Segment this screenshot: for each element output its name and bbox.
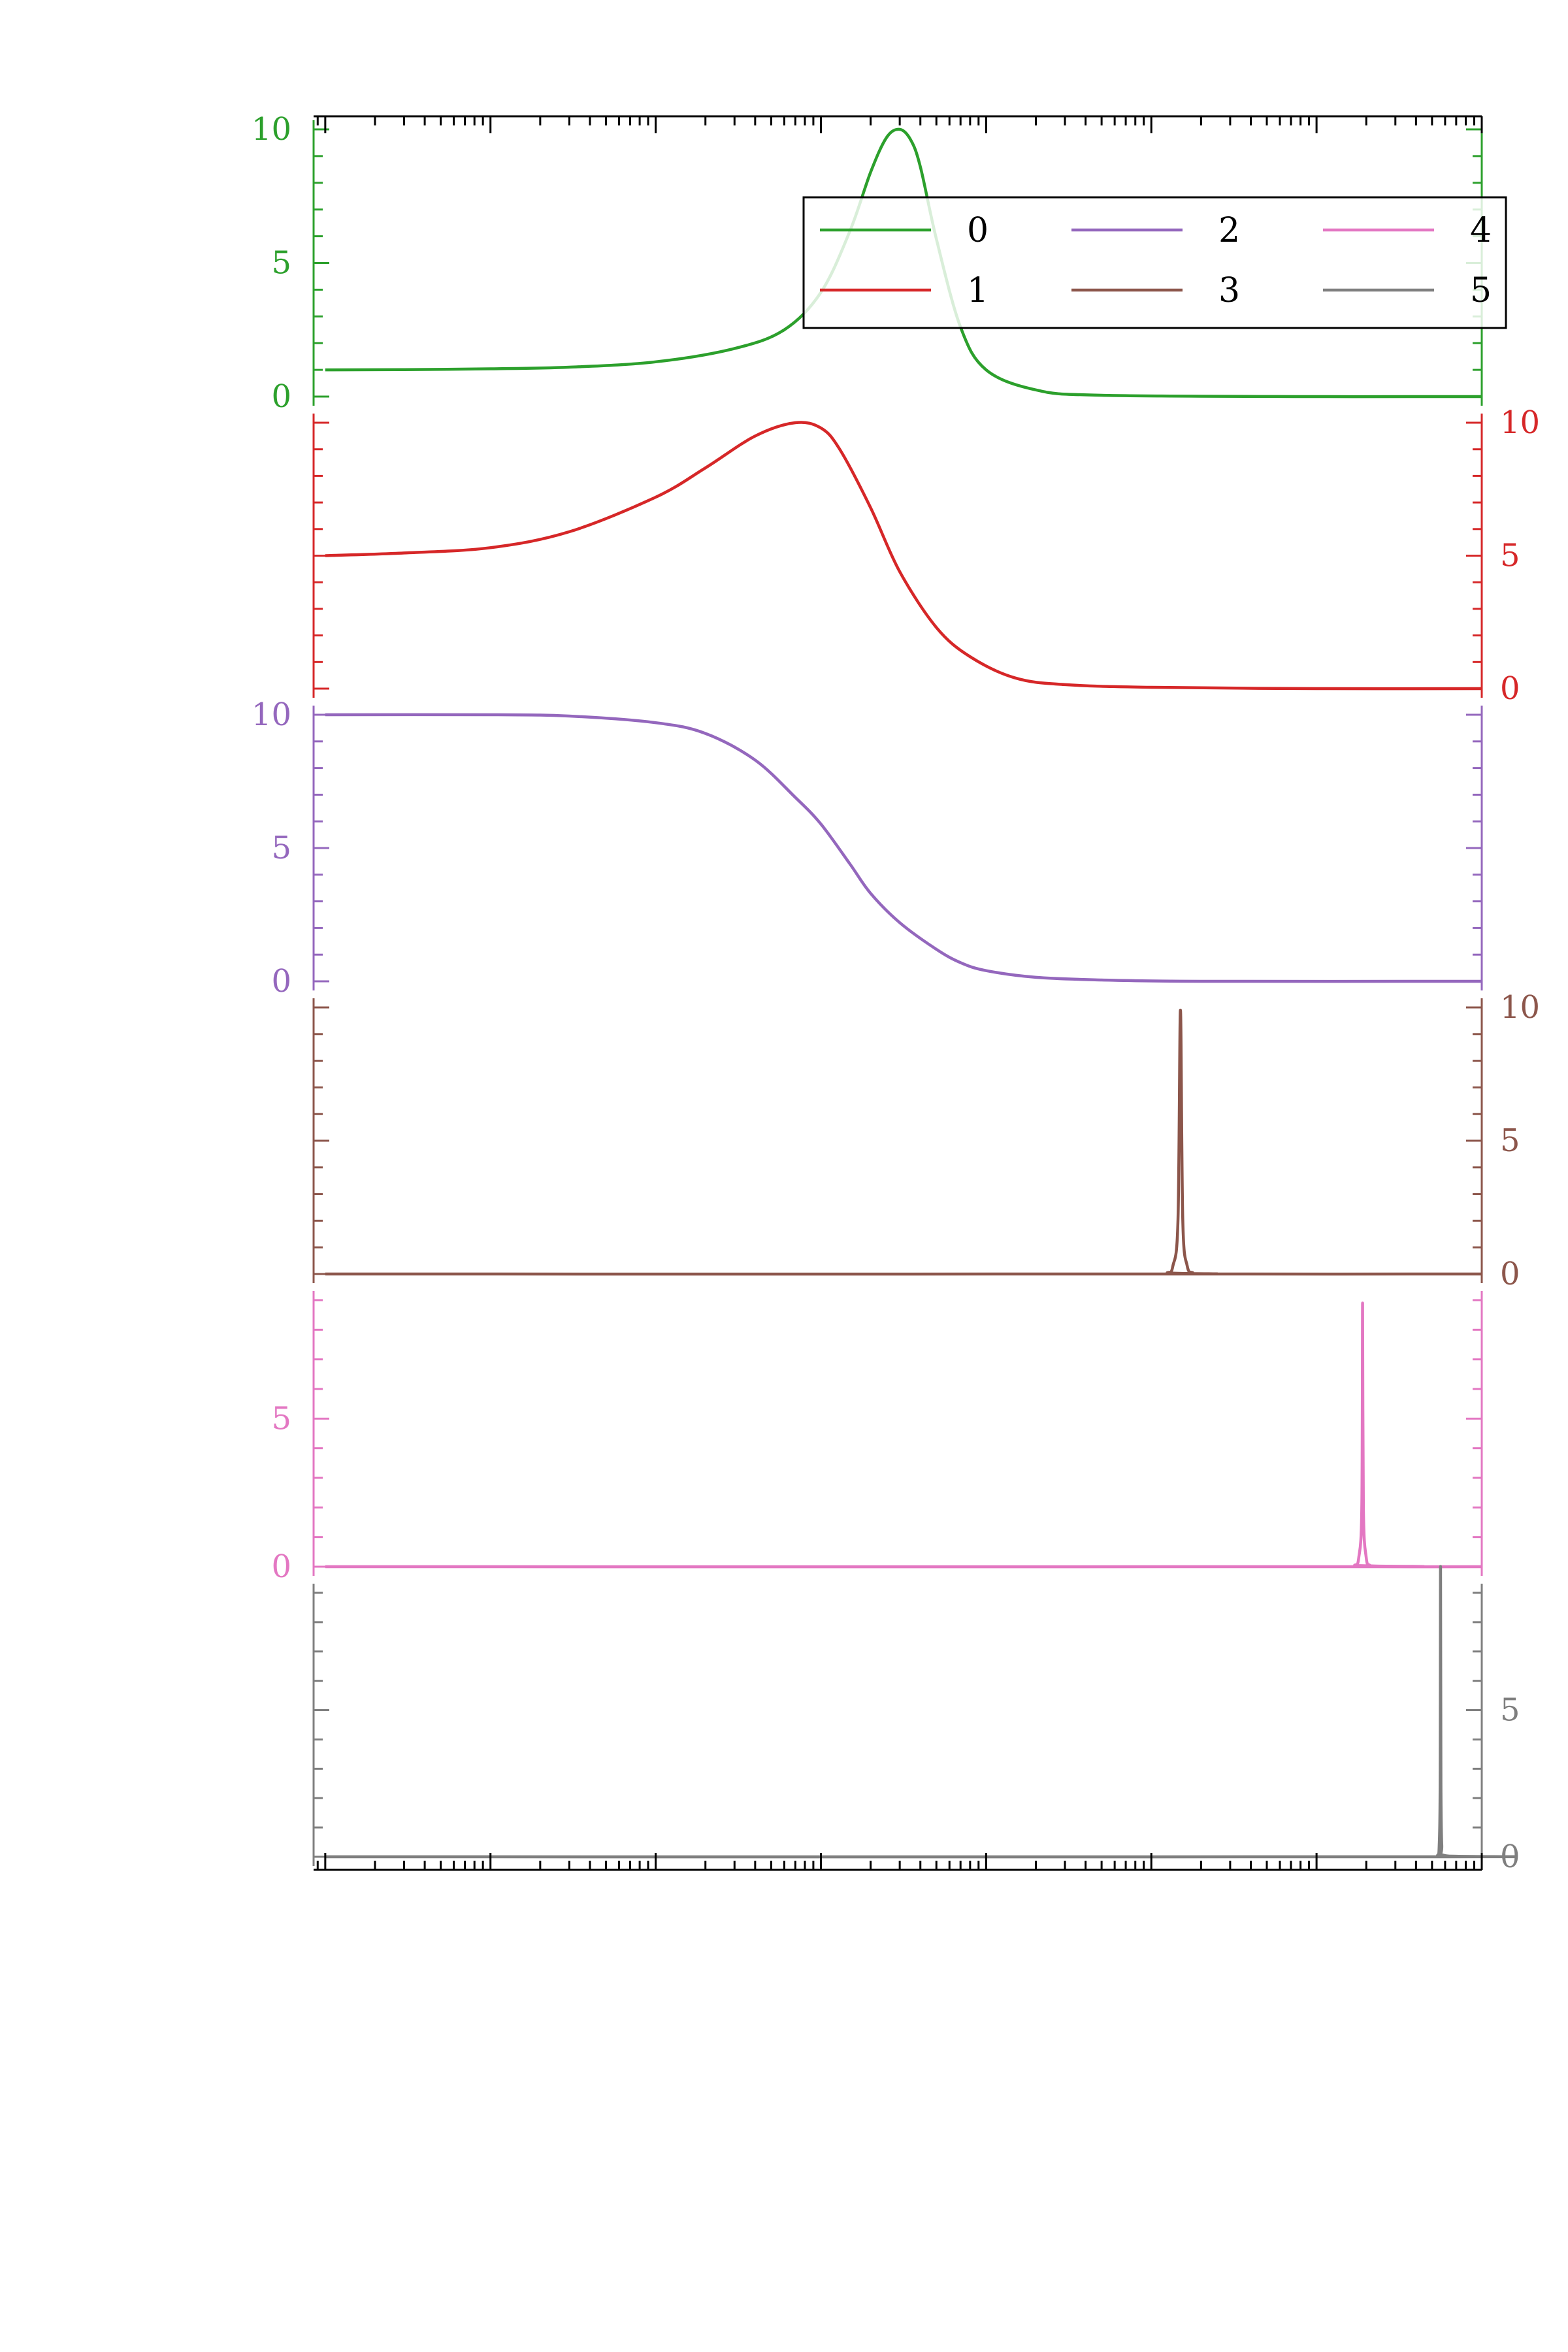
series-line-3 — [325, 1008, 1482, 1276]
legend-label-3: 3 — [1218, 271, 1240, 310]
legend-label-1: 1 — [967, 271, 988, 310]
legend-label-2: 2 — [1218, 211, 1240, 250]
panel-1: 0 5 10 — [312, 404, 1540, 707]
legend-box — [802, 196, 1507, 329]
y-tick-label-3-5: 5 — [1500, 1122, 1520, 1159]
series-line-5 — [325, 1565, 1518, 1859]
series-line-1 — [325, 421, 1482, 691]
panel-2: 0 5 10 — [252, 696, 1483, 1000]
y-tick-label-4-5: 5 — [271, 1400, 291, 1437]
panel-3: 0 5 10 — [312, 989, 1540, 1292]
y-tick-label-2-0: 0 — [271, 963, 291, 1000]
series-line-4 — [325, 1301, 1482, 1569]
y-tick-label-4-0: 0 — [271, 1548, 291, 1585]
series-line-2 — [325, 713, 1482, 983]
y-tick-label-0-10: 10 — [252, 111, 291, 148]
series-line-0 — [325, 127, 1482, 399]
frame-layer — [314, 115, 1483, 1871]
y-tick-label-3-10: 10 — [1500, 989, 1540, 1026]
y-tick-label-1-10: 10 — [1500, 404, 1540, 441]
legend-label-5: 5 — [1470, 271, 1492, 310]
legend-label-4: 4 — [1470, 211, 1492, 250]
y-tick-label-0-5: 5 — [271, 245, 291, 282]
y-tick-label-1-0: 0 — [1500, 670, 1520, 707]
y-tick-label-1-5: 5 — [1500, 538, 1520, 574]
legend: 0 1 2 3 4 5 — [802, 196, 1507, 329]
y-tick-label-0-0: 0 — [271, 378, 291, 415]
y-tick-label-3-0: 0 — [1500, 1256, 1520, 1292]
y-tick-label-2-5: 5 — [271, 830, 291, 866]
panel-4: 05 — [271, 1291, 1483, 1585]
legend-label-0: 0 — [967, 211, 988, 250]
y-tick-label-5-5: 5 — [1500, 1692, 1520, 1729]
y-tick-label-2-10: 10 — [252, 696, 291, 733]
panel-5: 05 — [312, 1565, 1520, 1875]
